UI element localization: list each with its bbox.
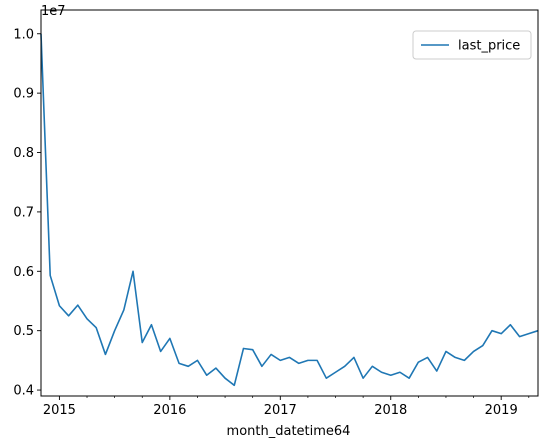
y-tick-label: 0.4 <box>13 384 34 399</box>
y-offset-label: 1e7 <box>41 4 66 19</box>
plot-series <box>40 33 539 387</box>
legend-entry-last-price: last_price <box>458 39 520 54</box>
plot-frame <box>40 9 539 397</box>
x-tick-label: 2018 <box>374 403 407 418</box>
legend-box <box>412 30 532 60</box>
y-tick-label: 0.8 <box>13 146 34 161</box>
x-tick-label: 2016 <box>153 403 186 418</box>
y-tick-label: 0.9 <box>13 87 34 102</box>
y-tick-label: 0.5 <box>13 324 34 339</box>
x-axis-label: month_datetime64 <box>227 424 351 439</box>
y-tick-label: 0.6 <box>13 265 34 280</box>
y-axis: 0.4 0.5 0.6 0.7 0.8 0.9 1.0 <box>13 27 41 399</box>
y-tick-label: 1.0 <box>13 27 34 42</box>
x-tick-label: 2019 <box>485 403 518 418</box>
series-line-last-price <box>40 33 539 387</box>
y-tick-label: 0.7 <box>13 205 34 220</box>
x-tick-label: 2015 <box>43 403 76 418</box>
x-axis: 2015 2016 2017 2018 2019 <box>43 396 530 418</box>
x-tick-label: 2017 <box>264 403 297 418</box>
legend: last_price <box>412 30 532 60</box>
